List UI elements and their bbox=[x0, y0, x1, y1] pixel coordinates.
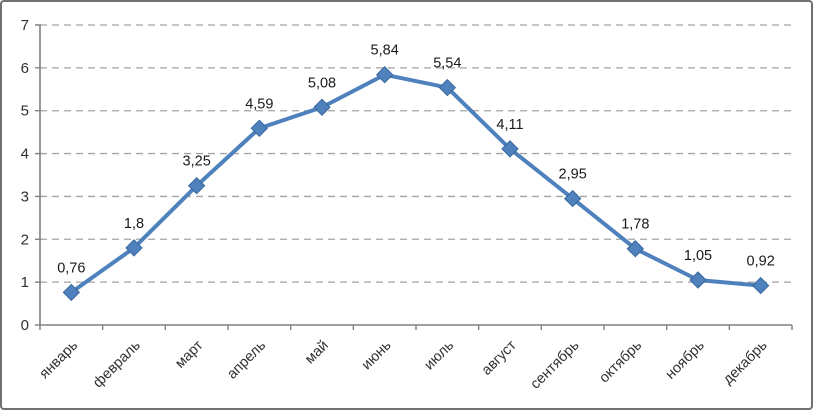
x-axis-category-label: апрель bbox=[224, 338, 269, 383]
data-point-marker bbox=[689, 271, 707, 289]
y-axis-tick-label: 4 bbox=[21, 146, 29, 163]
y-axis-tick-label: 1 bbox=[21, 274, 29, 291]
y-axis-tick-label: 6 bbox=[21, 60, 29, 77]
data-point-label: 4,59 bbox=[245, 96, 273, 112]
data-point-label: 5,08 bbox=[308, 75, 336, 91]
data-point-marker bbox=[438, 78, 457, 97]
data-point-marker bbox=[313, 98, 331, 116]
x-axis-category-label: август bbox=[479, 337, 520, 378]
data-point-marker bbox=[501, 140, 519, 158]
data-point-label: 5,84 bbox=[371, 43, 399, 59]
data-point-marker bbox=[187, 177, 206, 195]
y-axis-tick-label: 5 bbox=[21, 103, 29, 120]
y-axis-tick-label: 7 bbox=[21, 17, 29, 34]
series-line bbox=[69, 72, 763, 295]
x-axis-category-label: июнь bbox=[359, 338, 395, 374]
data-point-marker bbox=[626, 240, 645, 258]
x-axis-category-label: май bbox=[302, 338, 332, 368]
x-axis-category-label: сентябрь bbox=[528, 338, 583, 393]
y-axis-tick-label: 3 bbox=[21, 188, 29, 205]
data-point-label: 0,92 bbox=[747, 254, 775, 270]
data-point-label: 5,54 bbox=[433, 56, 461, 72]
data-point-label: 2,95 bbox=[559, 167, 587, 183]
y-axis-tick-label: 2 bbox=[21, 231, 29, 248]
y-axis-tick-label: 0 bbox=[21, 317, 29, 334]
data-point-label: 3,25 bbox=[183, 154, 211, 170]
x-axis-category-label: январь bbox=[37, 338, 82, 383]
data-point-marker bbox=[751, 276, 770, 295]
data-point-marker bbox=[375, 66, 394, 84]
x-axis-category-label: февраль bbox=[90, 338, 144, 392]
data-point-marker bbox=[250, 119, 269, 137]
data-point-label: 4,11 bbox=[496, 117, 523, 133]
data-point-marker bbox=[125, 239, 143, 257]
data-point-label: 1,05 bbox=[684, 248, 712, 264]
data-point-label: 0,76 bbox=[57, 260, 85, 276]
data-point-label: 1,78 bbox=[621, 217, 649, 233]
x-axis-category-label: ноябрь bbox=[663, 338, 708, 383]
data-point-label: 1,8 bbox=[124, 216, 144, 232]
x-axis-category-label: октябрь bbox=[596, 338, 645, 387]
x-axis-category-label: декабрь bbox=[720, 338, 770, 388]
data-point-marker bbox=[62, 283, 81, 302]
x-axis-category-label: март bbox=[172, 337, 206, 371]
x-axis-category-label: июль bbox=[421, 338, 457, 374]
data-point-marker bbox=[563, 189, 582, 208]
